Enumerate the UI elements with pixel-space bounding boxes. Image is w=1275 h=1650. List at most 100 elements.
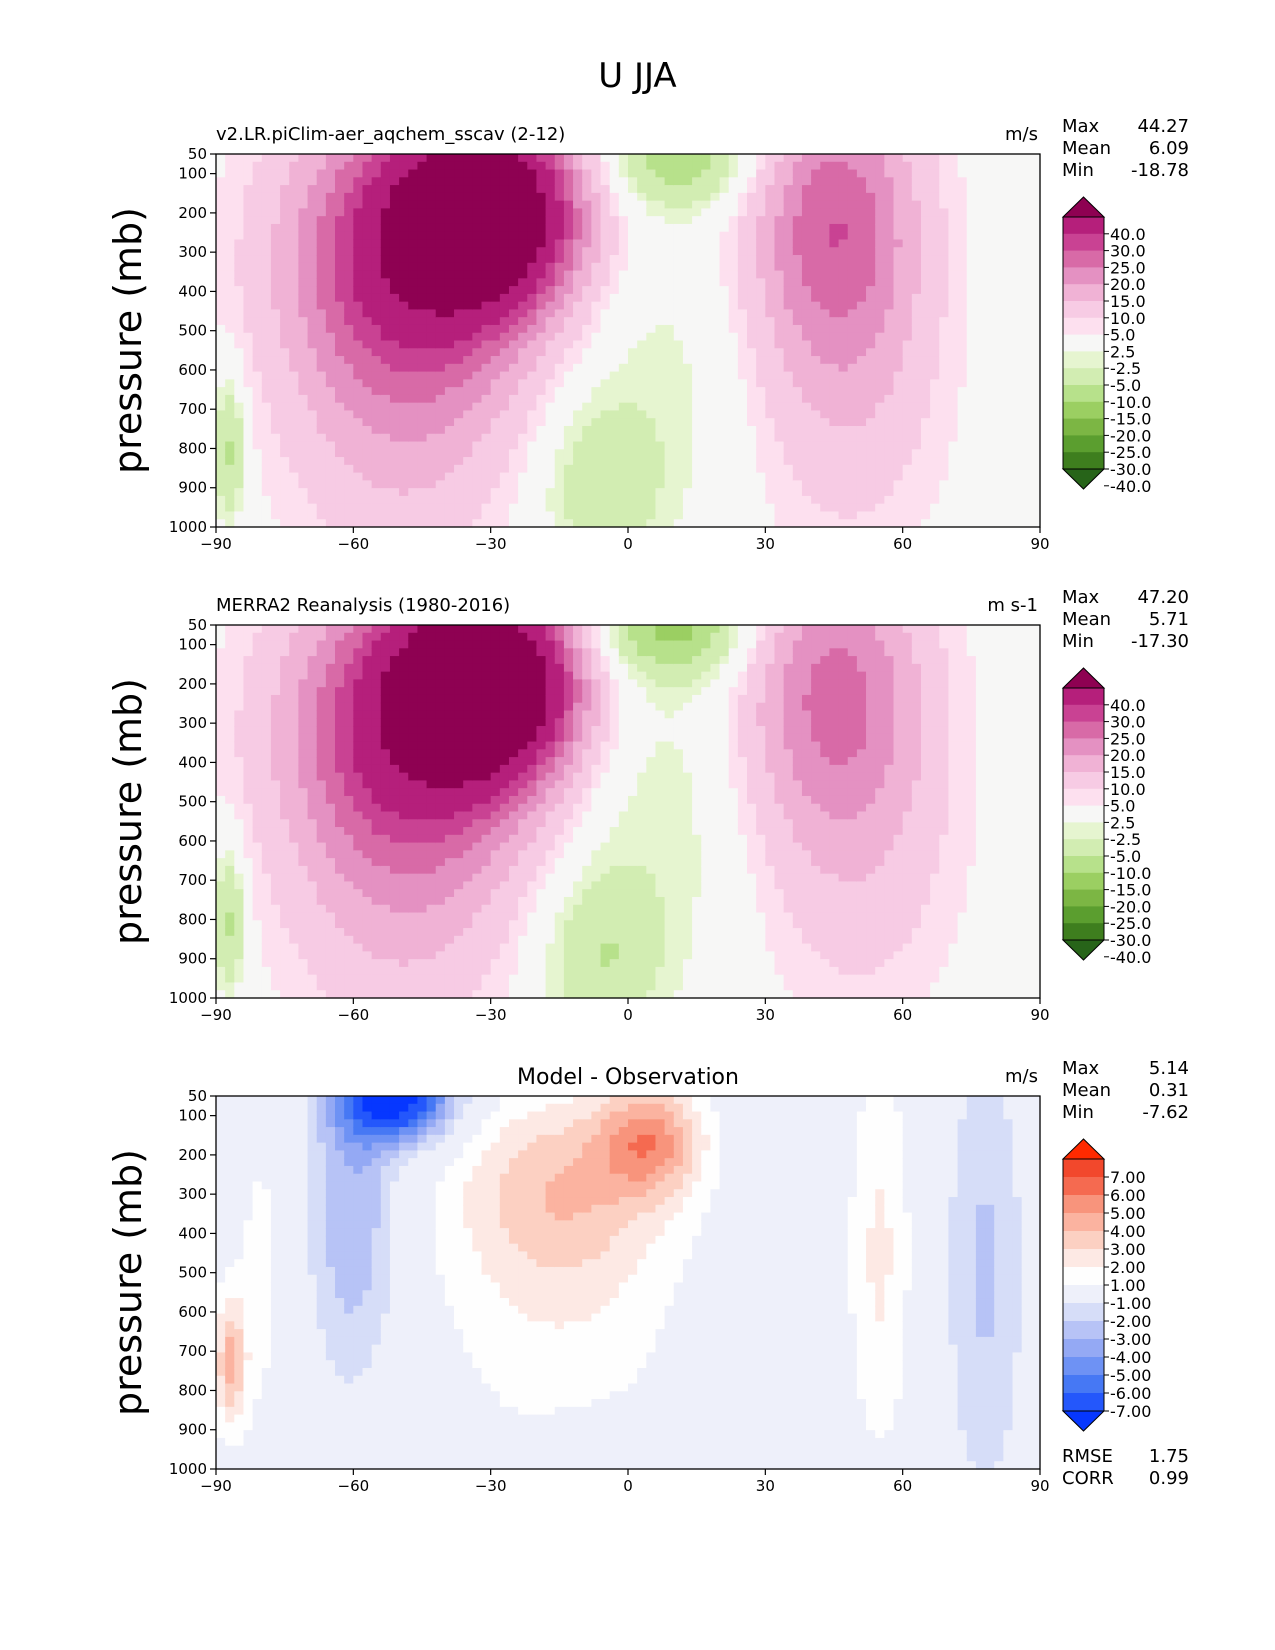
heatmap-cell: [499, 161, 510, 171]
heatmap-cell: [280, 741, 290, 750]
heatmap-cell: [280, 819, 290, 828]
heatmap-cell: [856, 278, 867, 287]
heatmap-cell: [261, 632, 272, 642]
heatmap-cell: [298, 873, 309, 883]
heatmap-cell: [435, 363, 446, 373]
heatmap-cell: [380, 348, 391, 357]
heatmap-cell: [737, 216, 748, 225]
heatmap-cell: [270, 865, 281, 875]
heatmap-cell: [692, 262, 702, 272]
heatmap-cell: [518, 379, 528, 388]
heatmap-cell: [994, 231, 1004, 241]
heatmap-cell: [280, 441, 290, 450]
heatmap-cell: [957, 418, 968, 427]
heatmap-cell: [444, 379, 455, 388]
heatmap-cell: [801, 169, 812, 178]
heatmap-cell: [518, 503, 528, 513]
heatmap-cell: [234, 819, 245, 828]
heatmap-cell: [481, 371, 492, 380]
heatmap-cell: [417, 185, 428, 194]
heatmap-cell: [838, 270, 849, 279]
x-tick-label: 0: [623, 535, 633, 553]
heatmap-cell: [289, 663, 299, 673]
heatmap-cell: [417, 239, 428, 248]
heatmap-cell: [1012, 495, 1023, 505]
heatmap-cell: [261, 301, 272, 311]
y-tick-label: 50: [188, 145, 207, 163]
heatmap-cell: [307, 990, 318, 999]
heatmap-cell: [389, 340, 400, 349]
heatmap-cell: [234, 889, 245, 898]
heatmap-cell: [985, 185, 995, 194]
heatmap-cell: [811, 161, 821, 171]
heatmap-cell: [985, 363, 995, 373]
heatmap-cell: [490, 379, 501, 388]
heatmap-cell: [234, 990, 245, 999]
heatmap-cell: [243, 425, 254, 435]
heatmap-cell: [765, 301, 776, 311]
heatmap-cell: [435, 247, 446, 256]
heatmap-cell: [371, 472, 382, 481]
heatmap-cell: [463, 340, 473, 349]
heatmap-cell: [472, 293, 483, 303]
heatmap-cell: [902, 239, 913, 248]
heatmap-cell: [820, 472, 831, 481]
heatmap-cell: [902, 301, 913, 311]
heatmap-cell: [893, 433, 904, 443]
heatmap-cell: [298, 990, 309, 999]
heatmap-cell: [289, 402, 299, 412]
heatmap-cell: [710, 216, 721, 225]
heatmap-cell: [518, 293, 528, 303]
heatmap-cell: [1021, 177, 1032, 186]
heatmap-cell: [856, 270, 867, 279]
heatmap-cell: [737, 223, 748, 233]
heatmap-cell: [216, 803, 226, 813]
heatmap-cell: [618, 441, 629, 450]
heatmap-cell: [335, 169, 345, 178]
heatmap-cell: [444, 488, 455, 497]
heatmap-cell: [234, 656, 245, 665]
heatmap-cell: [637, 441, 647, 450]
heatmap-cell: [490, 177, 501, 186]
heatmap-cell: [499, 488, 510, 497]
heatmap-cell: [664, 441, 675, 450]
heatmap-cell: [261, 694, 272, 704]
heatmap-cell: [774, 161, 785, 171]
heatmap-cell: [371, 348, 382, 357]
heatmap-cell: [719, 255, 730, 264]
heatmap-cell: [811, 472, 821, 481]
heatmap-cell: [875, 519, 885, 528]
heatmap-cell: [289, 363, 299, 373]
heatmap-cell: [920, 371, 931, 380]
heatmap-cell: [966, 472, 977, 481]
heatmap-cell: [637, 418, 647, 427]
heatmap-cell: [234, 741, 245, 750]
heatmap-cell: [930, 480, 940, 489]
heatmap-cell: [600, 154, 611, 163]
heatmap-cell: [628, 247, 638, 256]
panel-title: v2.LR.piClim-aer_aqchem_sscav (2-12): [216, 124, 565, 145]
heatmap-cell: [875, 200, 885, 209]
heatmap-cell: [655, 488, 666, 497]
heatmap-cell: [490, 247, 501, 256]
heatmap-cell: [765, 441, 776, 450]
heatmap-cell: [847, 270, 858, 279]
heatmap-cell: [234, 356, 245, 365]
heatmap-cell: [463, 223, 473, 233]
heatmap-cell: [985, 270, 995, 279]
heatmap-cell: [582, 425, 592, 435]
heatmap-cell: [325, 239, 336, 248]
heatmap-cell: [582, 457, 592, 466]
heatmap-cell: [1003, 223, 1014, 233]
heatmap-cell: [884, 208, 895, 217]
heatmap-cell: [399, 301, 409, 311]
heatmap-cell: [307, 780, 318, 789]
heatmap-cell: [1030, 278, 1041, 287]
heatmap-cell: [344, 301, 354, 311]
heatmap-cell: [389, 457, 400, 466]
heatmap-cell: [966, 480, 977, 489]
heatmap-cell: [765, 239, 776, 248]
heatmap-cell: [765, 332, 776, 342]
heatmap-cell: [417, 418, 428, 427]
heatmap-cell: [463, 449, 473, 458]
